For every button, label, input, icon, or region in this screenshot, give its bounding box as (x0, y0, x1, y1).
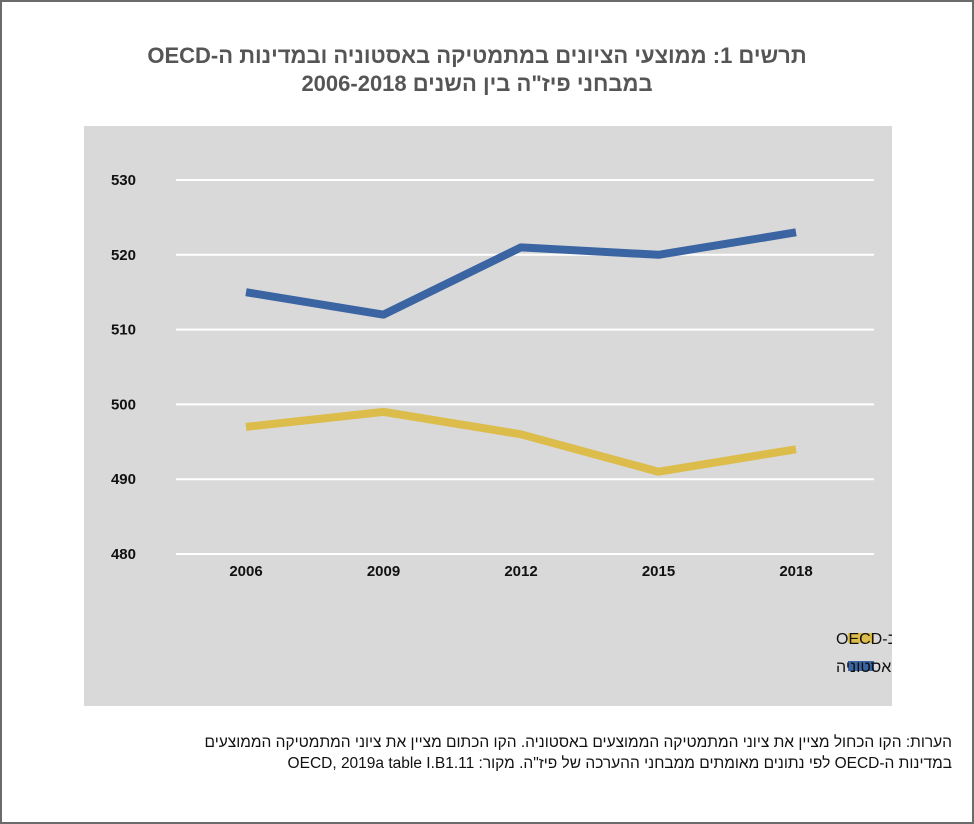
y-tick-label-510: 510 (111, 322, 136, 339)
legend-label-oecd: הציון הממוצע ב-OECD (836, 631, 892, 648)
x-tick-label-2012: 2012 (504, 563, 537, 580)
y-tick-label-530: 530 (111, 172, 136, 189)
legend-label-estonia: הציון הממוצע באסטוניה (836, 659, 892, 676)
legend-swatch-estonia (848, 661, 874, 671)
x-tick-label-2015: 2015 (642, 563, 675, 580)
legend-swatch-oecd (848, 633, 874, 643)
series-line-estonia (245, 228, 797, 319)
line-chart: 480 490 500 510 520 530 2006 2009 2012 2015 2018 הצ… (111, 172, 892, 676)
x-tick-label-2006: 2006 (229, 563, 262, 580)
note-line-2: במדינות ה-OECD לפי נתונים מאומתים ממבחני… (287, 755, 952, 772)
x-tick-label-2018: 2018 (779, 563, 812, 580)
chart-notes: הערות: הקו הכחול מציין את ציוני המתמטיקה… (42, 732, 952, 774)
chart-title-line-2: במבחני פיז"ה בין השנים 2006-2018 (301, 71, 653, 96)
x-tick-label-2009: 2009 (367, 563, 400, 580)
chart-panel: 480 490 500 510 520 530 2006 2009 2012 2015 2018 הצ… (84, 126, 892, 706)
series-line-oecd (245, 407, 797, 476)
y-tick-label-520: 520 (111, 247, 136, 264)
y-tick-label-500: 500 (111, 396, 136, 413)
chart-title: תרשים 1: ממוצעי הציונים במתמטיקה באסטוני… (82, 42, 872, 98)
y-tick-label-490: 490 (111, 471, 136, 488)
chart-title-line-1: תרשים 1: ממוצעי הציונים במתמטיקה באסטוני… (147, 43, 807, 68)
y-tick-label-480: 480 (111, 546, 136, 563)
note-line-1: הערות: הקו הכחול מציין את ציוני המתמטיקה… (204, 734, 952, 751)
